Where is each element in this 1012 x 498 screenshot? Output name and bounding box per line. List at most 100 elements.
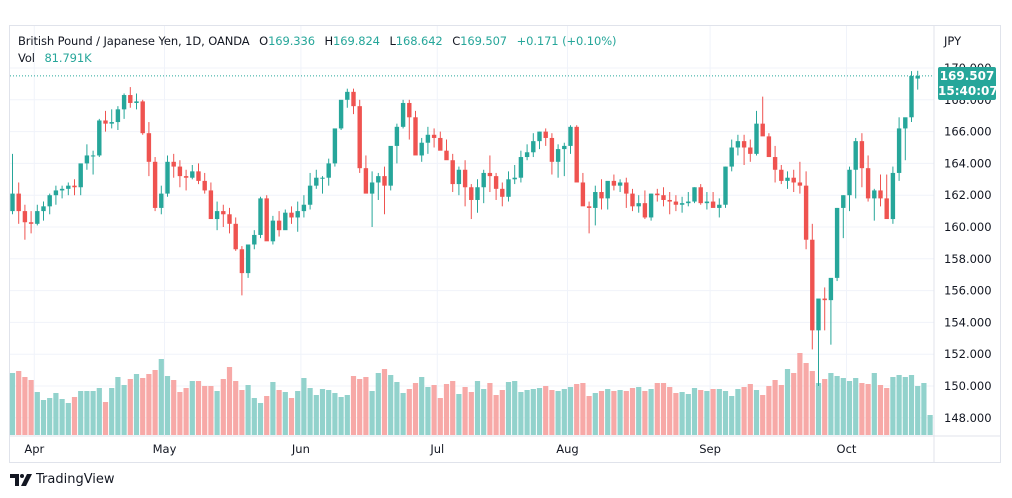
candle-body [307,185,313,205]
volume-bar [388,375,394,435]
volume-bar [233,381,239,435]
time-axis: Apr May Jun Jul Aug Sep Oct [24,442,857,456]
tradingview-logo-icon [10,473,32,486]
candle-body [630,193,635,207]
volume-bar [239,390,245,435]
candle [376,172,381,200]
candle [97,118,102,158]
volume-bar [784,369,791,435]
candle-body [878,190,883,199]
volume-bar [245,385,251,435]
candle-body [785,177,790,181]
candle-body [512,177,517,180]
volume-bar [673,393,679,435]
candle [655,188,660,202]
volume-bar [288,398,295,435]
volume-bar [691,388,698,435]
candle [221,204,226,227]
candle [822,287,827,331]
candle [679,196,685,213]
candle-body [599,192,604,199]
candle-body [53,190,59,196]
candle [791,169,796,193]
volume-bar [34,392,40,435]
candle-body [78,163,83,188]
symbol-title[interactable]: British Pound / Japanese Yen, 1D, OANDA [18,34,250,48]
candle-body [227,214,232,224]
volume-bar [567,387,574,435]
candle [456,166,462,196]
candle [717,198,722,218]
candle-body [369,182,375,194]
volume-bar [908,375,915,435]
candle [41,201,46,221]
candle [227,207,232,234]
candle [419,137,424,162]
candle-body [500,188,505,197]
volume-bar [189,381,195,435]
candle-body [834,207,840,278]
grid-lines [10,26,934,436]
price-tick-label: 158.000 [944,252,992,266]
volume-bar [152,370,158,435]
candle-body [357,106,362,169]
candle [909,71,914,123]
candle-body [475,187,480,200]
candle-body [593,192,598,208]
volume-bar [84,391,90,435]
candle [915,70,920,90]
high-label: H [324,34,334,48]
volume-bar [319,389,326,435]
volume-bar [295,391,301,435]
candle [890,166,896,224]
candle-body [915,75,920,79]
candle [760,96,765,137]
close-value: 169.507 [460,34,507,48]
candle [847,166,852,212]
price-tick-label: 148.000 [944,411,992,425]
candle [332,128,338,167]
candle-body [456,169,462,185]
candle-body [165,161,170,194]
candle [636,195,641,213]
volume-bar [877,385,884,435]
candle-body [140,101,145,134]
candle [735,134,741,156]
candle-body [382,176,387,186]
candle [524,144,530,161]
candle [146,122,152,177]
volume-bar [642,391,648,435]
candle [84,144,90,170]
volume-bar [791,373,797,435]
candle-body [115,109,121,123]
volume-bar [512,381,518,435]
candle [549,133,555,175]
candle-body [828,277,834,301]
candle [605,180,610,210]
volume-bar [853,378,859,435]
candle-body [190,171,195,178]
candle [729,139,734,172]
candle-body [481,172,486,188]
volume-bar [487,383,493,435]
volume-bar [846,381,853,435]
volume-bar [307,388,313,435]
volume-bar [629,388,636,435]
candle-body [555,149,561,162]
open-label: O [259,34,269,48]
candle-body [431,134,437,138]
candle [109,109,114,129]
volume-bar [350,376,357,435]
candle [10,153,15,215]
volume-bar [146,374,152,435]
volume-bar [102,402,109,435]
candle-body [326,163,331,178]
candle-body [388,145,393,186]
volume-label[interactable]: Vol [18,51,35,65]
tradingview-branding[interactable]: TradingView [10,472,115,487]
candle [543,128,548,146]
candle-body [822,298,827,301]
candle [301,195,307,218]
candle-body [748,147,753,154]
